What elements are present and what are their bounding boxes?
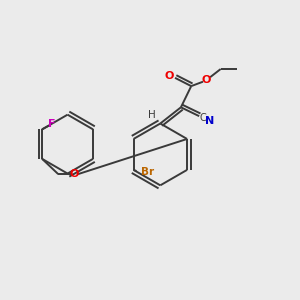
Text: Br: Br (140, 167, 154, 177)
Text: O: O (164, 70, 174, 80)
Text: H: H (148, 110, 156, 120)
Text: F: F (48, 119, 55, 129)
Text: O: O (202, 75, 211, 85)
Text: O: O (70, 169, 79, 179)
Text: N: N (205, 116, 214, 126)
Text: C: C (200, 113, 206, 123)
